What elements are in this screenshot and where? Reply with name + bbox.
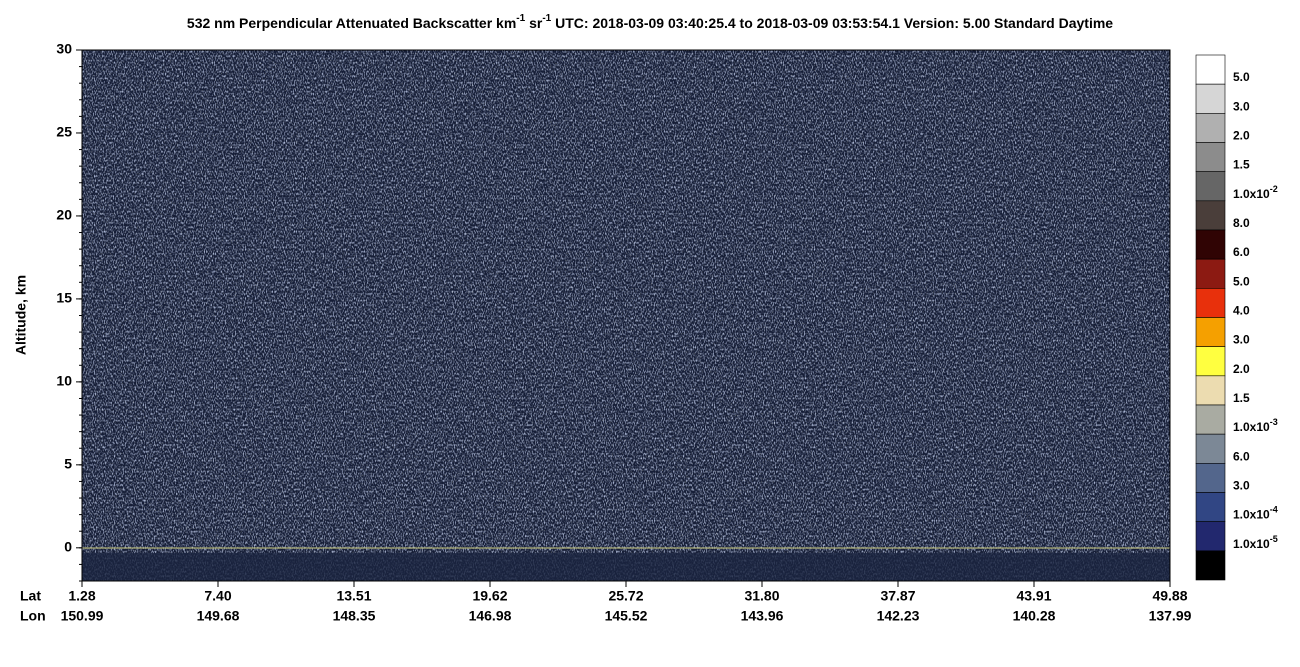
colorbar-label: 3.0 <box>1233 333 1250 347</box>
title-part: -1 <box>542 13 551 24</box>
x-tick-label: 1.28 <box>68 588 95 604</box>
colorbar-swatch <box>1195 404 1226 435</box>
colorbar-swatch <box>1195 521 1226 552</box>
colorbar-swatch <box>1195 375 1226 406</box>
colorbar-label-part: 3.0 <box>1233 333 1250 347</box>
colorbar-label-part: 6.0 <box>1233 450 1250 464</box>
title-part: 532 nm Perpendicular Attenuated Backscat… <box>187 15 516 31</box>
x-row-name: Lon <box>20 608 46 624</box>
colorbar-label: 5.0 <box>1233 275 1250 289</box>
colorbar-label: 1.5 <box>1233 391 1250 405</box>
x-tick-label: 149.68 <box>197 608 240 624</box>
colorbar-swatch <box>1195 346 1226 377</box>
colorbar-label: 1.0x10-2 <box>1233 184 1278 201</box>
y-tick-label: 25 <box>56 124 72 140</box>
colorbar-label: 8.0 <box>1233 216 1250 230</box>
colorbar-label-part: 3.0 <box>1233 100 1250 114</box>
colorbar-swatch <box>1195 550 1226 581</box>
colorbar-label-part: -4 <box>1270 505 1278 515</box>
x-row-name: Lat <box>20 588 41 604</box>
x-tick-label: 140.28 <box>1013 608 1056 624</box>
y-tick-label: 5 <box>64 456 72 472</box>
colorbar-label-part: 2.0 <box>1233 362 1250 376</box>
colorbar-label-part: 1.0x10 <box>1233 187 1270 201</box>
colorbar-swatch <box>1195 171 1226 202</box>
colorbar-label: 6.0 <box>1233 450 1250 464</box>
x-tick-label: 142.23 <box>877 608 920 624</box>
colorbar-label-part: 1.0x10 <box>1233 537 1270 551</box>
y-axis-label: Altitude, km <box>13 275 29 355</box>
colorbar-label-part: -5 <box>1270 534 1278 544</box>
y-tick-label: 10 <box>56 373 72 389</box>
x-tick-label: 49.88 <box>1152 588 1187 604</box>
colorbar-label-part: -3 <box>1270 418 1278 428</box>
x-tick-label: 37.87 <box>880 588 915 604</box>
colorbar-label-part: 6.0 <box>1233 245 1250 259</box>
colorbar-label: 3.0 <box>1233 100 1250 114</box>
y-tick-label: 20 <box>56 207 72 223</box>
colorbar-swatch <box>1195 54 1226 85</box>
x-tick-label: 25.72 <box>608 588 643 604</box>
y-tick-label: 30 <box>56 41 72 57</box>
x-tick-label: 13.51 <box>336 588 371 604</box>
x-tick-label: 19.62 <box>472 588 507 604</box>
colorbar-label: 6.0 <box>1233 245 1250 259</box>
colorbar-swatch <box>1195 288 1226 318</box>
y-tick-label: 15 <box>56 290 72 306</box>
colorbar-swatch <box>1195 229 1226 260</box>
colorbar-label-part: 1.5 <box>1233 391 1250 405</box>
colorbar-label-part: 8.0 <box>1233 216 1250 230</box>
colorbar-swatch <box>1195 83 1226 114</box>
colorbar-label: 2.0 <box>1233 362 1250 376</box>
colorbar-label: 3.0 <box>1233 479 1250 493</box>
colorbar-label-part: 2.0 <box>1233 129 1250 143</box>
colorbar-label: 1.0x10-5 <box>1233 534 1278 551</box>
x-tick-label: 31.80 <box>744 588 779 604</box>
colorbar-label: 4.0 <box>1233 304 1250 318</box>
colorbar-label-part: 5.0 <box>1233 70 1250 84</box>
colorbar-swatch <box>1195 463 1226 493</box>
colorbar-swatch <box>1195 200 1226 231</box>
x-tick-label: 137.99 <box>1149 608 1192 624</box>
colorbar-label: 1.5 <box>1233 158 1250 172</box>
colorbar-label-part: 1.0x10 <box>1233 420 1270 434</box>
x-tick-label: 7.40 <box>204 588 231 604</box>
colorbar-label-part: 5.0 <box>1233 275 1250 289</box>
colorbar-label-part: -2 <box>1270 184 1278 194</box>
y-tick-label: 0 <box>64 539 72 555</box>
colorbar-swatch <box>1195 113 1226 143</box>
colorbar-swatch <box>1195 317 1226 347</box>
colorbar-swatch <box>1195 142 1226 172</box>
colorbar-label-part: 4.0 <box>1233 304 1250 318</box>
title-part: sr <box>525 15 543 31</box>
colorbar-swatch <box>1195 433 1226 464</box>
colorbar-label: 1.0x10-4 <box>1233 505 1278 522</box>
x-tick-label: 143.96 <box>741 608 784 624</box>
title-part: -1 <box>516 13 525 24</box>
colorbar-swatch <box>1195 492 1226 522</box>
colorbar-label: 2.0 <box>1233 129 1250 143</box>
plot-background <box>82 50 1170 581</box>
x-tick-label: 146.98 <box>469 608 512 624</box>
colorbar-label: 5.0 <box>1233 70 1250 84</box>
x-tick-label: 150.99 <box>61 608 104 624</box>
colorbar-label: 1.0x10-3 <box>1233 418 1278 435</box>
x-tick-label: 145.52 <box>605 608 648 624</box>
colorbar-label-part: 3.0 <box>1233 479 1250 493</box>
x-tick-label: 43.91 <box>1016 588 1051 604</box>
colorbar-label-part: 1.5 <box>1233 158 1250 172</box>
colorbar-label-part: 1.0x10 <box>1233 508 1270 522</box>
colorbar-swatch <box>1195 258 1226 289</box>
x-tick-label: 148.35 <box>333 608 376 624</box>
chart-title: 532 nm Perpendicular Attenuated Backscat… <box>187 13 1113 31</box>
title-part: UTC: 2018-03-09 03:40:25.4 to 2018-03-09… <box>551 15 1113 31</box>
